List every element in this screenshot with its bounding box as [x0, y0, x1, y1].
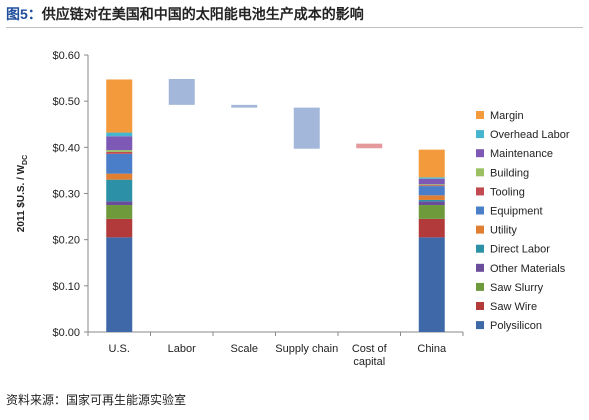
bar-segment-china-margin: [418, 149, 445, 178]
title-divider: [6, 27, 583, 28]
bar-segment-us-utility: [106, 173, 133, 180]
bar-segment-china-maintenance: [418, 178, 445, 185]
bar-segment-us-overhead-labor: [106, 132, 133, 137]
bar-segment-china-tooling: [418, 185, 445, 187]
legend-label-saw-slurry: Saw Slurry: [490, 282, 544, 294]
legend-swatch-saw-wire: [476, 302, 484, 310]
legend-label-direct-labor: Direct Labor: [490, 244, 550, 256]
figure-title: 图5：供应链对在美国和中国的太阳能电池生产成本的影响: [6, 4, 364, 24]
legend-label-maintenance: Maintenance: [490, 148, 553, 160]
bar-segment-us-equipment: [106, 153, 133, 174]
legend-swatch-equipment: [476, 206, 484, 215]
legend-swatch-saw-slurry: [476, 282, 484, 291]
bar-segment-us-direct-labor: [106, 179, 133, 202]
legend-swatch-maintenance: [476, 149, 484, 158]
x-tick-label: Supply chain: [275, 343, 338, 355]
bar-segment-us-margin: [106, 79, 133, 133]
x-tick-label: Cost of capital: [352, 343, 388, 368]
x-tick-label-line: China: [417, 343, 447, 355]
bar-segment-china-polysilicon: [418, 237, 445, 332]
y-axis-title-subscript: DC: [22, 155, 29, 165]
legend-label-overhead-labor: Overhead Labor: [490, 129, 570, 141]
bar-segment-china-saw-wire: [418, 218, 445, 238]
bar-segment-china-overhead-labor: [418, 177, 445, 179]
waterfall-bar-scale: [231, 104, 258, 108]
x-tick-label-line: U.S.: [109, 343, 130, 355]
waterfall-bar-cost-of-capital: [356, 143, 383, 149]
legend-label-building: Building: [490, 167, 529, 179]
legend-label-margin: Margin: [490, 110, 524, 122]
legend-label-utility: Utility: [490, 225, 517, 237]
legend-swatch-polysilicon: [476, 321, 484, 330]
legend-swatch-direct-labor: [476, 244, 484, 253]
x-tick-label-line: Supply chain: [275, 343, 338, 355]
y-axis-title: 2011 $U.S. / WDC: [16, 155, 29, 232]
bar-segment-us-maintenance: [106, 136, 133, 151]
x-tick-label-line: Cost of: [352, 343, 388, 355]
x-tick-label: China: [417, 343, 447, 355]
bar-segment-us-saw-slurry: [106, 205, 133, 219]
x-tick-label: Labor: [168, 343, 196, 355]
x-tick-label: Scale: [230, 343, 258, 355]
bar-segment-china-utility: [418, 195, 445, 200]
legend-label-saw-wire: Saw Wire: [490, 301, 537, 313]
cost-chart: $0.00 $0.10 $0.20 $0.30 $0.40 $0.50 $0.60 2011 …: [16, 50, 570, 368]
x-tick-label: U.S.: [109, 343, 130, 355]
x-tick-label-line: Labor: [168, 343, 196, 355]
bar-segment-us-saw-wire: [106, 218, 133, 238]
bar-segment-us-polysilicon: [106, 237, 133, 332]
y-tick-label: $0.00: [52, 327, 80, 339]
bar-segment-china-other-materials: [418, 201, 445, 206]
bar-segment-china-building: [418, 184, 445, 186]
legend-label-other-materials: Other Materials: [490, 263, 566, 275]
y-tick-label: $0.60: [52, 50, 80, 62]
y-tick-label: $0.30: [52, 189, 80, 201]
x-tick-label-line: capital: [353, 356, 385, 368]
legend-swatch-other-materials: [476, 263, 484, 272]
bar-segment-china-equipment: [418, 186, 445, 196]
legend-label-tooling: Tooling: [490, 186, 525, 198]
bar-segment-us-tooling: [106, 151, 133, 154]
y-tick-label: $0.40: [52, 142, 80, 154]
waterfall-bar-supply-chain: [293, 107, 320, 149]
x-tick-label-line: Scale: [230, 343, 258, 355]
y-tick-label: $0.50: [52, 96, 80, 108]
bar-segment-china-saw-slurry: [418, 205, 445, 219]
y-tick-label: $0.20: [52, 235, 80, 247]
bar-segment-us-other-materials: [106, 201, 133, 206]
legend-label-equipment: Equipment: [490, 206, 543, 218]
figure-title-text: 供应链对在美国和中国的太阳能电池生产成本的影响: [41, 6, 364, 22]
figure-number: 图5：: [6, 6, 42, 22]
legend-swatch-building: [476, 168, 484, 177]
legend-swatch-overhead-labor: [476, 130, 484, 139]
legend-swatch-tooling: [476, 187, 484, 196]
legend-label-polysilicon: Polysilicon: [490, 320, 542, 332]
source-note: 资料来源：国家可再生能源实验室: [6, 393, 187, 407]
y-axis-title-main: 2011 $U.S. / W: [16, 164, 27, 232]
legend-swatch-utility: [476, 225, 484, 234]
y-tick-label: $0.10: [52, 281, 80, 293]
legend-swatch-margin: [476, 111, 484, 119]
bar-segment-us-building: [106, 150, 133, 152]
waterfall-bar-labor: [168, 79, 195, 105]
bar-segment-china-direct-labor: [418, 199, 445, 202]
